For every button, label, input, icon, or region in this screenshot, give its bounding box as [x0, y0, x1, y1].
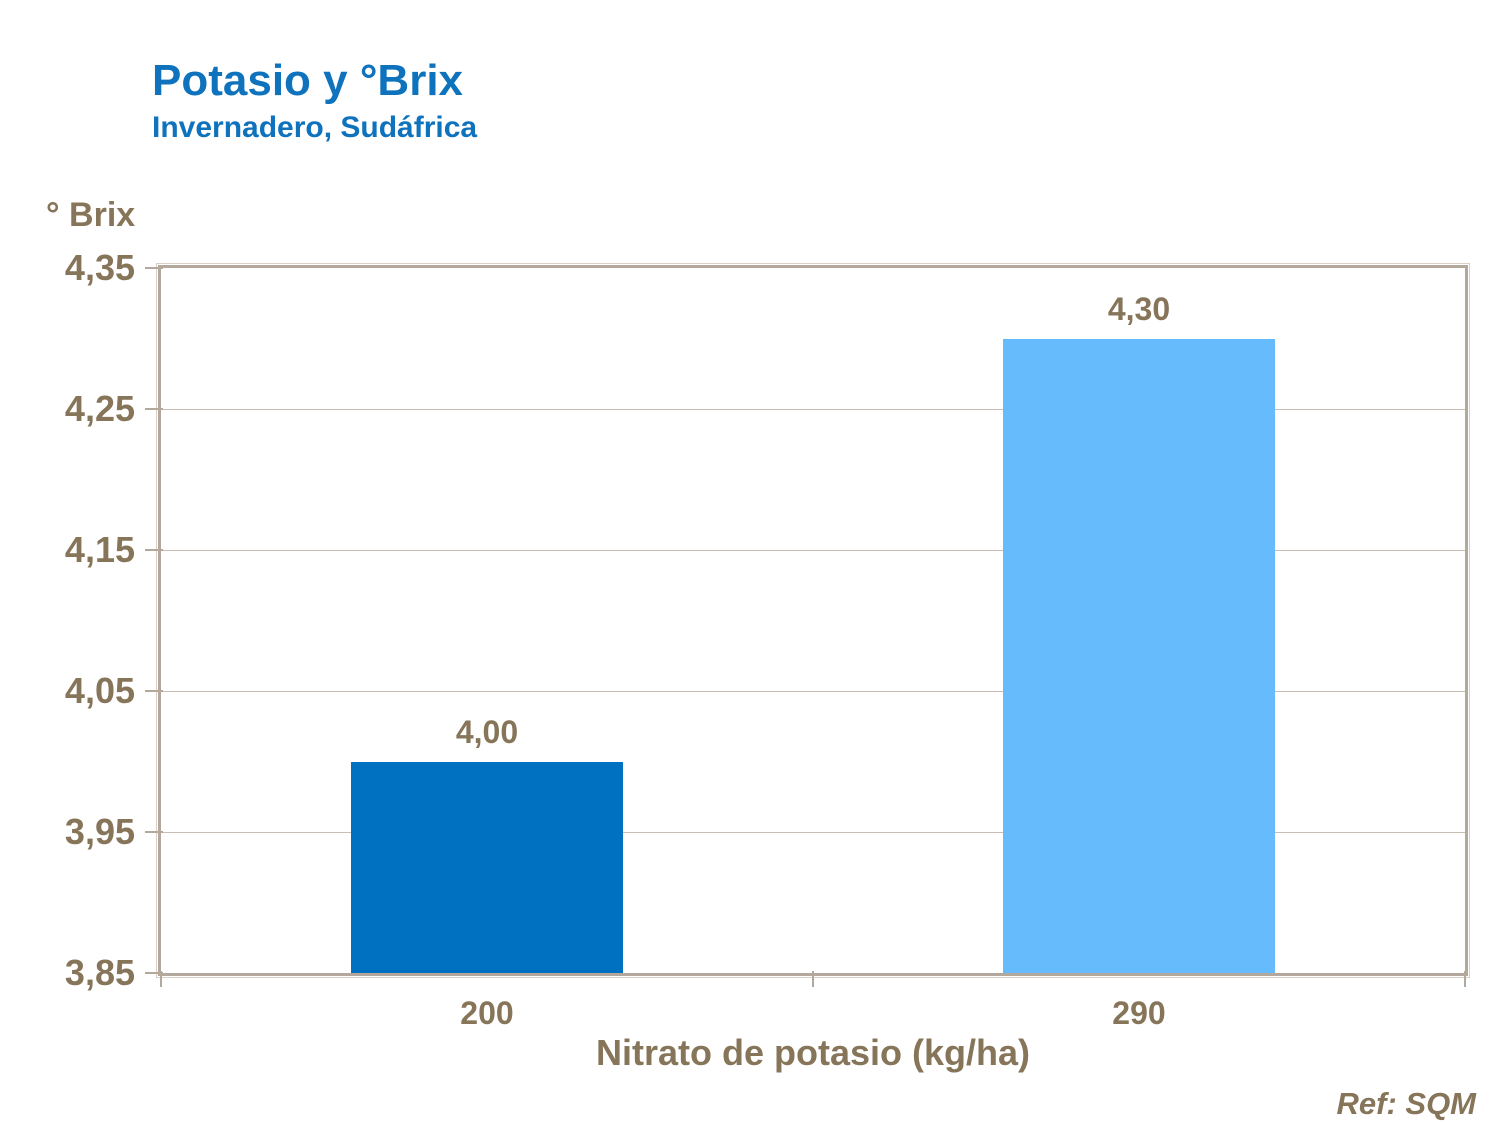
bar-value-label: 4,00 — [455, 713, 519, 750]
y-tick-label: 3,95 — [64, 811, 135, 852]
plot-area: Nitrato de potasio (kg/ha) 3,85 3,95 4,05 4… — [65, 250, 1470, 1071]
y-axis-tick — [145, 267, 163, 269]
y-tick-label: 3,85 — [64, 952, 135, 993]
y-tick-label: 4,25 — [64, 388, 135, 429]
gridline — [161, 691, 1465, 692]
chart-subtitle: Invernadero, Sudáfrica — [152, 111, 478, 144]
x-axis-tick — [812, 971, 814, 987]
y-axis-tick — [145, 549, 163, 551]
x-axis-tick — [160, 971, 162, 987]
gridline — [161, 409, 1465, 410]
y-tick-label: 4,05 — [64, 670, 135, 711]
y-axis-tick — [145, 408, 163, 410]
x-category-label: 200 — [460, 995, 514, 1031]
y-tick-label: 4,35 — [64, 247, 135, 288]
y-axis-tick — [145, 831, 163, 833]
gridline — [161, 550, 1465, 551]
y-axis-tick — [145, 972, 163, 974]
bar — [1003, 338, 1275, 973]
x-axis-title: Nitrato de potasio (kg/ha) — [595, 1032, 1031, 1073]
x-axis-tick — [1464, 971, 1466, 987]
y-tick-label: 4,15 — [64, 529, 135, 570]
gridline — [161, 832, 1465, 833]
reference-label: Ref: SQM — [1336, 1086, 1477, 1121]
chart-title: Potasio y °Brix — [152, 56, 464, 105]
bar-value-label: 4,30 — [1107, 290, 1171, 327]
bar — [351, 761, 623, 973]
y-axis-tick — [145, 690, 163, 692]
y-axis-title: ° Brix — [46, 196, 136, 234]
x-category-label: 290 — [1112, 995, 1166, 1031]
